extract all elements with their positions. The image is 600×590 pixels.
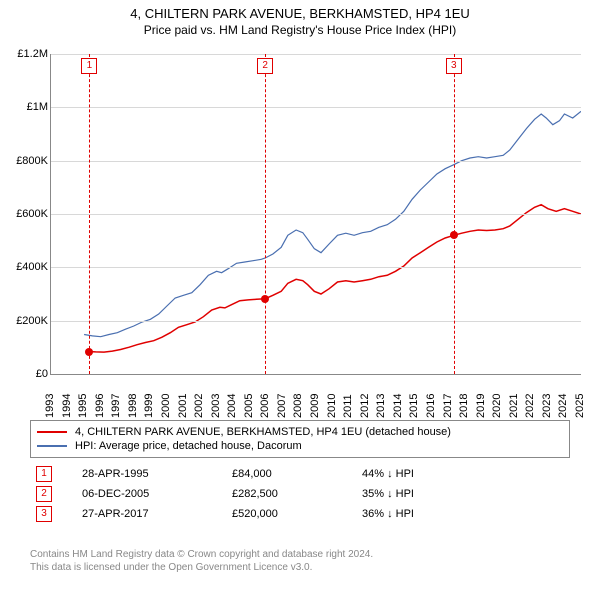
transaction-pct: 44% ↓ HPI (362, 468, 492, 480)
reference-line (454, 54, 455, 374)
data-marker (261, 295, 269, 303)
x-tick-label: 2015 (408, 394, 420, 418)
gridline-h (51, 107, 581, 108)
x-tick-label: 2014 (392, 394, 404, 418)
x-tick-label: 2005 (243, 394, 255, 418)
series-line-property (89, 205, 581, 352)
legend-row: 4, CHILTERN PARK AVENUE, BERKHAMSTED, HP… (37, 425, 563, 439)
y-tick-label: £1.2M (10, 48, 48, 60)
gridline-h (51, 161, 581, 162)
reference-badge: 1 (81, 58, 97, 74)
x-tick-label: 1997 (110, 394, 122, 418)
legend-label: HPI: Average price, detached house, Daco… (75, 440, 302, 452)
transaction-date: 06-DEC-2005 (52, 488, 232, 500)
transaction-row: 128-APR-1995£84,00044% ↓ HPI (30, 464, 570, 484)
footer-line-2: This data is licensed under the Open Gov… (30, 561, 373, 574)
x-tick-label: 2006 (259, 394, 271, 418)
legend-label: 4, CHILTERN PARK AVENUE, BERKHAMSTED, HP… (75, 426, 451, 438)
x-tick-label: 2000 (160, 394, 172, 418)
transaction-date: 27-APR-2017 (52, 508, 232, 520)
title-line-1: 4, CHILTERN PARK AVENUE, BERKHAMSTED, HP… (0, 0, 600, 21)
legend-swatch (37, 445, 67, 447)
x-tick-label: 2002 (193, 394, 205, 418)
x-tick-label: 2021 (508, 394, 520, 418)
transactions-table: 128-APR-1995£84,00044% ↓ HPI206-DEC-2005… (30, 464, 570, 524)
x-tick-label: 2024 (557, 394, 569, 418)
gridline-h (51, 214, 581, 215)
reference-line (265, 54, 266, 374)
data-marker (450, 231, 458, 239)
x-tick-label: 2017 (442, 394, 454, 418)
x-tick-label: 1993 (44, 394, 56, 418)
footer-line-1: Contains HM Land Registry data © Crown c… (30, 548, 373, 561)
x-tick-label: 2013 (375, 394, 387, 418)
legend-box: 4, CHILTERN PARK AVENUE, BERKHAMSTED, HP… (30, 420, 570, 458)
plot-area: 1 2 3 (50, 54, 581, 375)
chart-container: 4, CHILTERN PARK AVENUE, BERKHAMSTED, HP… (0, 0, 600, 590)
x-tick-label: 2025 (574, 394, 586, 418)
x-tick-label: 2023 (541, 394, 553, 418)
transaction-row: 327-APR-2017£520,00036% ↓ HPI (30, 504, 570, 524)
x-tick-label: 2010 (326, 394, 338, 418)
x-tick-label: 1998 (127, 394, 139, 418)
footer-text: Contains HM Land Registry data © Crown c… (30, 548, 373, 574)
transaction-badge: 3 (36, 506, 52, 522)
x-tick-label: 2011 (342, 394, 354, 418)
x-tick-label: 2007 (276, 394, 288, 418)
transaction-pct: 36% ↓ HPI (362, 508, 492, 520)
y-tick-label: £0 (10, 368, 48, 380)
x-tick-label: 1995 (77, 394, 89, 418)
series-line-hpi (84, 111, 581, 336)
title-line-2: Price paid vs. HM Land Registry's House … (0, 21, 600, 37)
x-tick-label: 2020 (491, 394, 503, 418)
x-tick-label: 2004 (226, 394, 238, 418)
transaction-badge: 2 (36, 486, 52, 502)
x-tick-label: 2022 (524, 394, 536, 418)
x-tick-label: 2018 (458, 394, 470, 418)
reference-line (89, 54, 90, 374)
x-tick-label: 2019 (475, 394, 487, 418)
x-tick-label: 2008 (292, 394, 304, 418)
transaction-price: £84,000 (232, 468, 362, 480)
legend-row: HPI: Average price, detached house, Daco… (37, 439, 563, 453)
data-marker (85, 348, 93, 356)
y-tick-label: £400K (10, 261, 48, 273)
reference-badge: 3 (446, 58, 462, 74)
transaction-badge: 1 (36, 466, 52, 482)
x-tick-label: 2003 (210, 394, 222, 418)
x-tick-label: 2009 (309, 394, 321, 418)
transaction-pct: 35% ↓ HPI (362, 488, 492, 500)
y-tick-label: £1M (10, 101, 48, 113)
reference-badge: 2 (257, 58, 273, 74)
transaction-price: £520,000 (232, 508, 362, 520)
y-tick-label: £800K (10, 155, 48, 167)
y-tick-label: £200K (10, 315, 48, 327)
y-tick-label: £600K (10, 208, 48, 220)
x-tick-label: 2001 (177, 394, 189, 418)
transaction-price: £282,500 (232, 488, 362, 500)
x-tick-label: 2016 (425, 394, 437, 418)
x-tick-label: 1999 (143, 394, 155, 418)
x-tick-label: 1994 (61, 394, 73, 418)
gridline-h (51, 321, 581, 322)
transaction-row: 206-DEC-2005£282,50035% ↓ HPI (30, 484, 570, 504)
x-tick-label: 1996 (94, 394, 106, 418)
legend-swatch (37, 431, 67, 433)
x-tick-label: 2012 (359, 394, 371, 418)
gridline-h (51, 267, 581, 268)
transaction-date: 28-APR-1995 (52, 468, 232, 480)
gridline-h (51, 54, 581, 55)
